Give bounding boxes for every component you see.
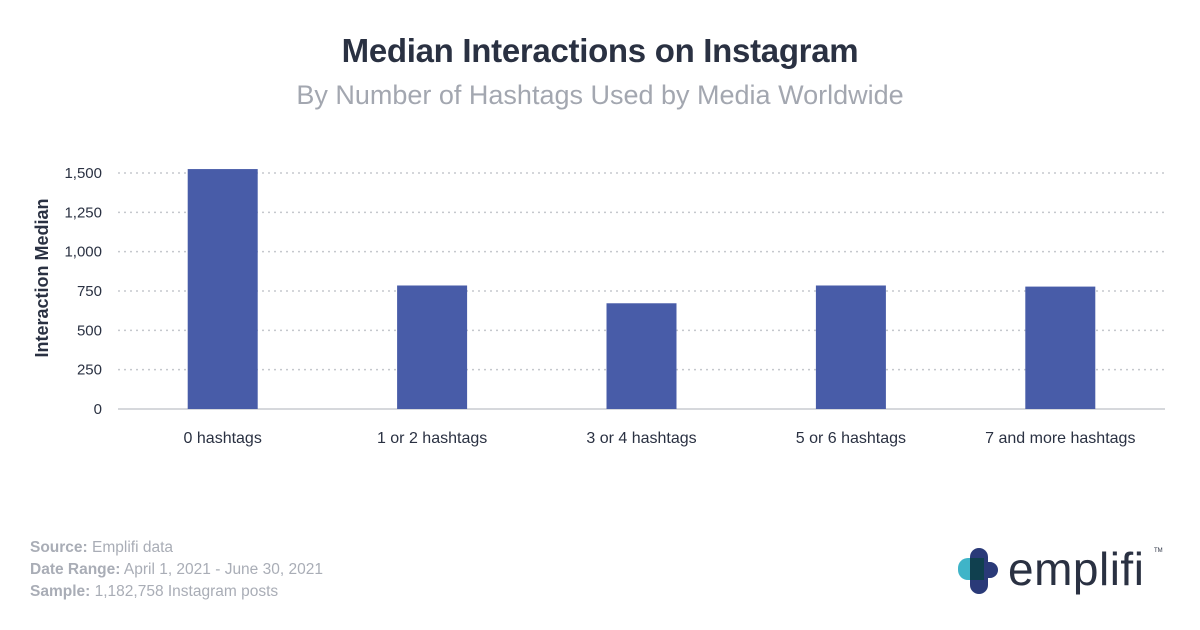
emplifi-logo: emplifi TM [956,543,1166,596]
emplifi-cross-icon [958,548,998,594]
date-range-line: Date Range: April 1, 2021 - June 30, 202… [30,561,323,579]
x-tick-label: 1 or 2 hashtags [377,430,487,447]
bar [606,303,677,409]
sample-label: Sample: [30,583,91,600]
x-tick-label: 3 or 4 hashtags [586,430,696,447]
bar [187,169,258,409]
bar [397,285,468,409]
brand-wordmark: emplifi [1008,543,1145,595]
y-tick-label: 250 [77,362,102,379]
y-tick-label: 500 [77,322,102,339]
bar-layer [187,169,1096,409]
y-tick-label: 1,250 [64,204,102,221]
y-axis-label: Interaction Median [32,198,52,357]
source-value: Emplifi data [87,539,174,556]
source-label: Source: [30,539,88,556]
x-tick-label: 5 or 6 hashtags [796,430,906,447]
x-tick-label: 7 and more hashtags [985,430,1135,447]
trademark-mark: TM [1154,548,1163,554]
bar [1025,286,1096,409]
date-range-value: April 1, 2021 - June 30, 2021 [120,561,323,578]
y-tick-label: 1,500 [64,165,102,182]
chart-subtitle: By Number of Hashtags Used by Media Worl… [296,80,904,110]
x-tick-label: 0 hashtags [184,430,262,447]
date-range-label: Date Range: [30,561,121,578]
bar [815,285,886,409]
sample-line: Sample: 1,182,758 Instagram posts [30,583,278,601]
y-tick-label: 1,000 [64,244,102,261]
source-line: Source: Emplifi data [30,539,173,557]
y-tick-label: 750 [77,283,102,300]
chart-title: Median Interactions on Instagram [341,32,859,69]
label-layer: 0 250 500 750 1,000 1,250 1,500 0 hashtags 1 or … [64,165,1135,447]
sample-value: 1,182,758 Instagram posts [90,583,279,600]
bar-chart: 0 250 500 750 1,000 1,250 1,500 0 hashtags 1 or … [32,165,1165,447]
y-tick-label: 0 [94,401,102,418]
